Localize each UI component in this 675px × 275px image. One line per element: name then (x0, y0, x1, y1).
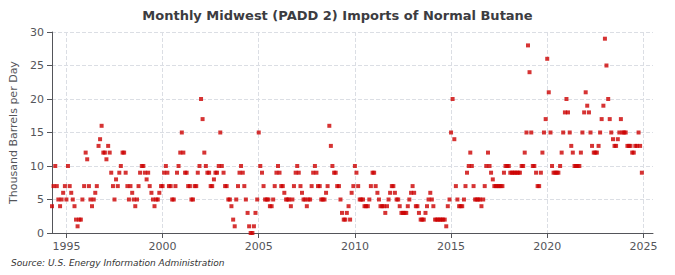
svg-text:2015: 2015 (437, 240, 465, 253)
svg-text:2000: 2000 (149, 240, 177, 253)
svg-text:15: 15 (30, 126, 44, 139)
svg-text:2025: 2025 (629, 240, 657, 253)
svg-text:5: 5 (37, 193, 44, 206)
svg-text:10: 10 (30, 160, 44, 173)
svg-text:2010: 2010 (341, 240, 369, 253)
svg-text:25: 25 (30, 59, 44, 72)
svg-text:Monthly Midwest (PADD 2) Impor: Monthly Midwest (PADD 2) Imports of Norm… (142, 8, 533, 23)
svg-text:2020: 2020 (533, 240, 561, 253)
svg-text:30: 30 (30, 26, 44, 39)
svg-text:0: 0 (37, 227, 44, 240)
svg-text:2005: 2005 (245, 240, 273, 253)
svg-text:Thousand Barrels per Day: Thousand Barrels per Day (7, 61, 20, 205)
svg-text:1995: 1995 (52, 240, 80, 253)
svg-text:20: 20 (30, 93, 44, 106)
svg-text:Source: U.S. Energy Informatio: Source: U.S. Energy Information Administ… (11, 258, 225, 268)
